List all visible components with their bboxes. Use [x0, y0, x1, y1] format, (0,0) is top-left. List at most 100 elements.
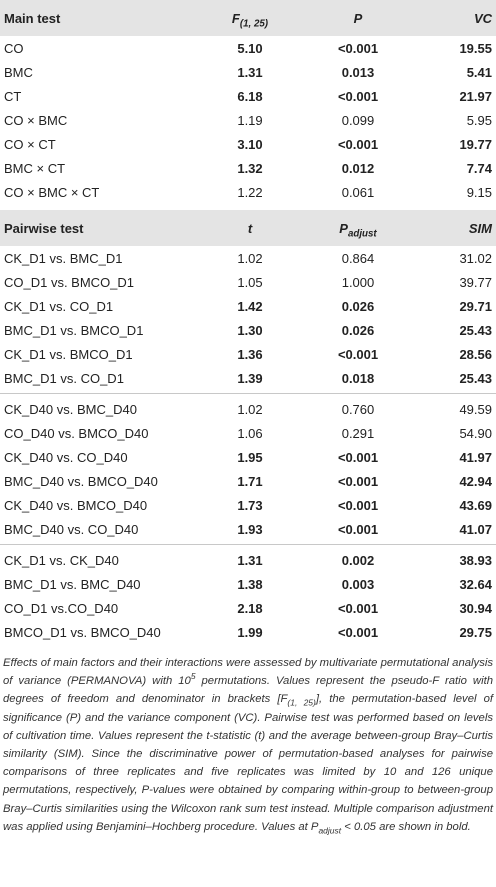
table-cell: 1.36	[237, 346, 263, 362]
table-cell: BMC_D40 vs. CO_D40	[4, 521, 139, 537]
table-cell: 29.75	[459, 624, 492, 640]
table-row: BMCO_D1 vs. BMCO_D40 1.99 <0.001 29.75	[0, 620, 496, 644]
table-cell: 1.30	[237, 322, 263, 338]
footnote-subscript: (1, 25)	[287, 697, 316, 708]
table-cell: 0.026	[341, 298, 375, 314]
table-cell: 0.061	[341, 184, 375, 200]
table-cell: 5.95	[466, 112, 492, 128]
table-row: CK_D40 vs. CO_D40 1.95 <0.001 41.97	[0, 445, 496, 469]
table-cell: CT	[4, 88, 22, 104]
table-cell: <0.001	[337, 40, 379, 56]
header-cell: Main test	[4, 10, 61, 26]
table-cell: 5.10	[237, 40, 263, 56]
table-cell: 0.099	[341, 112, 375, 128]
table-cell: 25.43	[459, 322, 492, 338]
group-separator	[0, 393, 496, 394]
table-cell: 0.002	[341, 552, 375, 568]
table-row: CK_D40 vs. BMCO_D40 1.73 <0.001 43.69	[0, 493, 496, 517]
table-cell: 28.56	[459, 346, 492, 362]
footnote-text: permutations. Values represent the pseud…	[3, 675, 493, 706]
table-cell: 43.69	[459, 497, 492, 513]
header-cell: VC	[473, 10, 492, 26]
table-cell: 1.31	[237, 64, 263, 80]
table-cell: 3.10	[237, 136, 263, 152]
header-subscript: (1, 25)	[239, 18, 269, 30]
table-row: CT 6.18 <0.001 21.97	[0, 84, 496, 108]
table-cell: 19.77	[459, 136, 492, 152]
table-cell: 0.012	[341, 160, 375, 176]
table-cell: CO_D40 vs. BMCO_D40	[4, 425, 149, 441]
header-cell: Pairwise test	[4, 220, 84, 236]
table-cell: 5.41	[466, 64, 492, 80]
table-cell: 32.64	[459, 576, 492, 592]
table-row: CO_D40 vs. BMCO_D40 1.06 0.291 54.90	[0, 421, 496, 445]
table-cell: <0.001	[337, 624, 379, 640]
table-row: CK_D40 vs. BMC_D40 1.02 0.760 49.59	[0, 397, 496, 421]
table-row: BMC_D1 vs. BMC_D40 1.38 0.003 32.64	[0, 572, 496, 596]
table-cell: 0.018	[341, 370, 375, 386]
table-cell: 1.02	[237, 250, 263, 266]
table-row: BMC_D40 vs. BMCO_D40 1.71 <0.001 42.94	[0, 469, 496, 493]
table-cell: 21.97	[459, 88, 492, 104]
table-cell: CK_D40 vs. CO_D40	[4, 449, 128, 465]
table-cell: 0.013	[341, 64, 375, 80]
table-row: CO_D1 vs. BMCO_D1 1.05 1.000 39.77	[0, 270, 496, 294]
table-row: BMC_D40 vs. CO_D40 1.93 <0.001 41.07	[0, 517, 496, 541]
table-cell: CO_D1 vs.CO_D40	[4, 600, 119, 616]
table-cell: <0.001	[337, 497, 379, 513]
group-separator	[0, 544, 496, 545]
table-cell: 1.95	[237, 449, 263, 465]
table-cell: BMC	[4, 64, 33, 80]
table-cell: 41.07	[459, 521, 492, 537]
header-cell: SIM	[468, 220, 492, 236]
table-cell: CO	[4, 40, 24, 56]
header-cell: P	[353, 10, 363, 26]
table-cell: CO × BMC × CT	[4, 184, 100, 200]
table-row: BMC_D1 vs. CO_D1 1.39 0.018 25.43	[0, 366, 496, 390]
table-cell: 0.291	[341, 425, 375, 441]
header-text: P	[339, 220, 348, 236]
header-text: F	[231, 10, 240, 26]
table-cell: CO × CT	[4, 136, 56, 152]
table-cell: 1.02	[237, 401, 263, 417]
header-row: Pairwise test t Padjust SIM	[0, 210, 496, 246]
table-row: CO 5.10 <0.001 19.55	[0, 36, 496, 60]
table-cell: 49.59	[459, 401, 492, 417]
table-cell: CK_D40 vs. BMCO_D40	[4, 497, 148, 513]
table-row: BMC × CT 1.32 0.012 7.74	[0, 156, 496, 180]
table-cell: 2.18	[237, 600, 263, 616]
table-cell: 1.99	[237, 624, 263, 640]
results-table: Main test F(1, 25) P VC CO 5.10 <0.001 19.55 BMC…	[0, 0, 496, 644]
table-cell: 1.32	[237, 160, 263, 176]
table-row: CO × CT 3.10 <0.001 19.77	[0, 132, 496, 156]
header-cell: F(1, 25)	[200, 10, 300, 30]
table-cell: 54.90	[459, 425, 492, 441]
table-row: CO × BMC × CT 1.22 0.061 9.15	[0, 180, 496, 204]
table-cell: <0.001	[337, 600, 379, 616]
table-row: CK_D1 vs. CK_D40 1.31 0.002 38.93	[0, 548, 496, 572]
table-cell: BMC_D40 vs. BMCO_D40	[4, 473, 158, 489]
header-cell: t	[247, 220, 253, 236]
table-cell: 1.93	[237, 521, 263, 537]
table-row: CK_D1 vs. CO_D1 1.42 0.026 29.71	[0, 294, 496, 318]
table-row: CK_D1 vs. BMC_D1 1.02 0.864 31.02	[0, 246, 496, 270]
table-cell: CO_D1 vs. BMCO_D1	[4, 274, 135, 290]
table-cell: 0.864	[341, 250, 375, 266]
table-cell: 19.55	[459, 40, 492, 56]
table-row: BMC 1.31 0.013 5.41	[0, 60, 496, 84]
table-cell: 31.02	[459, 250, 492, 266]
table-cell: 39.77	[459, 274, 492, 290]
table-cell: CK_D40 vs. BMC_D40	[4, 401, 137, 417]
table-cell: 30.94	[459, 600, 492, 616]
footnote-text: ], the permutation-based level of signif…	[3, 693, 493, 833]
table-cell: 1.71	[237, 473, 263, 489]
table-cell: <0.001	[337, 521, 379, 537]
table-cell: 41.97	[459, 449, 492, 465]
table-cell: 0.760	[341, 401, 375, 417]
table-cell: CK_D1 vs. CK_D40	[4, 552, 119, 568]
footnote-text: Effects of main factors and their intera…	[3, 657, 493, 688]
table-cell: 25.43	[459, 370, 492, 386]
table-cell: CK_D1 vs. BMC_D1	[4, 250, 123, 266]
footnote-superscript: 5	[190, 671, 196, 682]
